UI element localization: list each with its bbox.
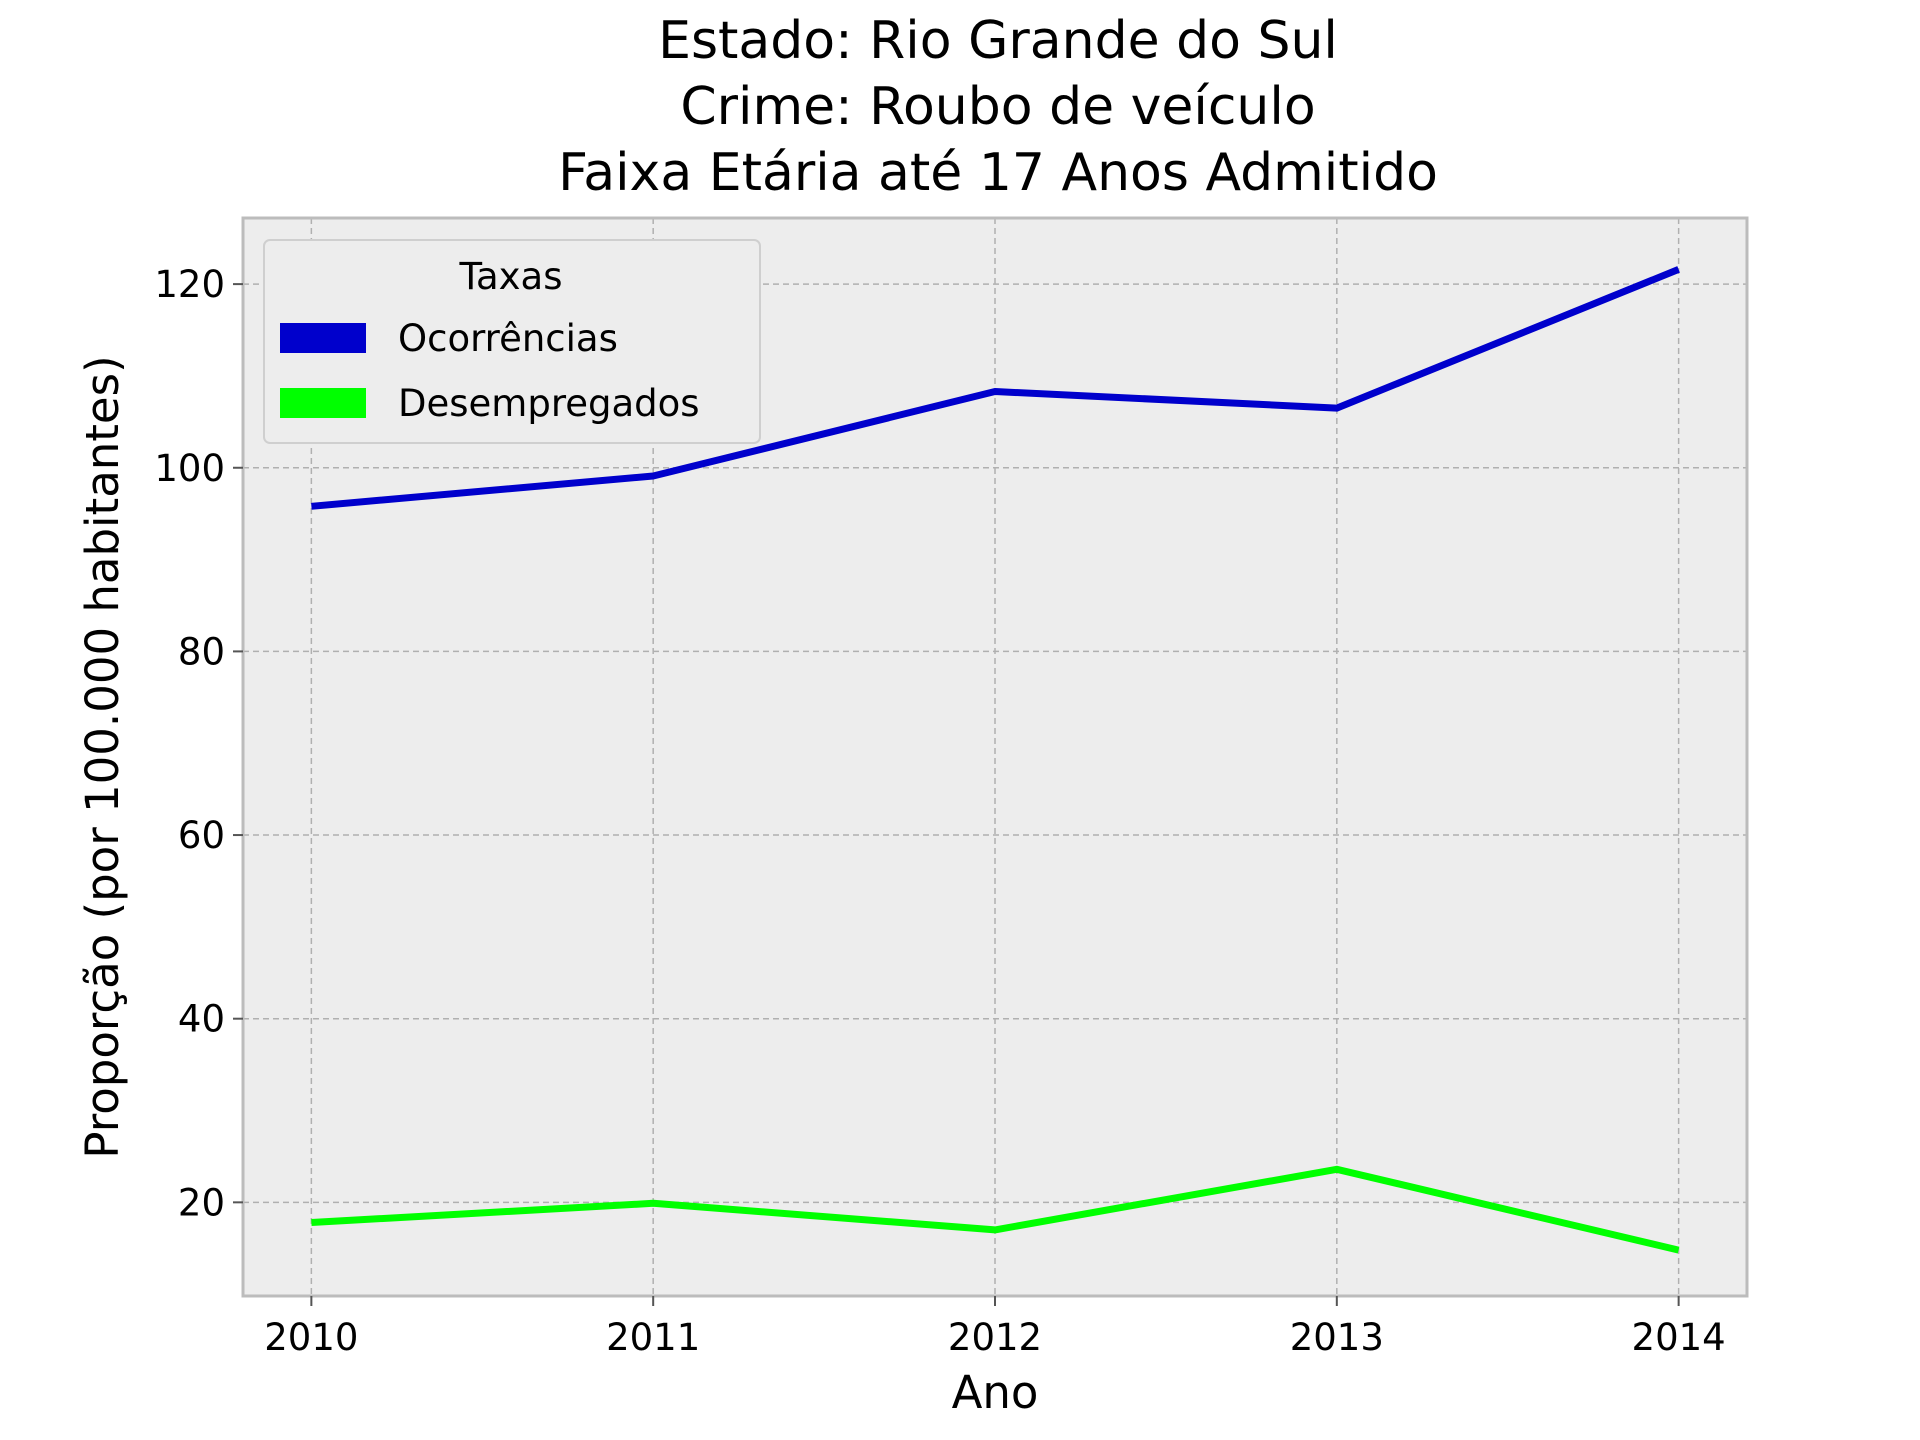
series-layer: [311, 266, 1680, 1254]
y-tick-label: 20: [178, 1181, 225, 1224]
x-tick-label: 2012: [948, 1316, 1042, 1359]
y-tick-label: 60: [178, 814, 225, 857]
legend-title: Taxas: [459, 255, 563, 298]
chart-title: Estado: Rio Grande do Sul Crime: Roubo d…: [558, 11, 1438, 203]
y-axis-label: Proporção (por 100.000 habitantes): [76, 355, 129, 1158]
y-tick-label: 120: [154, 263, 225, 306]
legend-box: [263, 239, 761, 444]
x-tick-label: 2011: [606, 1316, 700, 1359]
grid-lines: [243, 218, 1747, 1296]
title-line-2: Crime: Roubo de veículo: [680, 77, 1315, 137]
y-tick-label: 80: [178, 630, 225, 673]
y-tick-label: 40: [178, 998, 225, 1041]
legend-swatch-desempregados: [280, 388, 366, 418]
legend-label-desempregados: Desempregados: [398, 382, 700, 425]
legend: Taxas Ocorrências Desempregados: [263, 239, 761, 444]
legend-swatch-ocorrencias: [280, 323, 366, 353]
axis-ticks: 2010 2011 2012 2013 2014 20 40 60 80 100 120: [154, 263, 1725, 1359]
series-line-desempregados: [311, 1165, 1680, 1254]
title-line-3: Faixa Etária até 17 Anos Admitido: [558, 143, 1438, 203]
x-tick-label: 2013: [1290, 1316, 1384, 1359]
y-tick-label: 100: [154, 447, 225, 490]
x-tick-label: 2010: [264, 1316, 358, 1359]
title-line-1: Estado: Rio Grande do Sul: [658, 11, 1338, 71]
series-line-ocorrencias: [311, 266, 1680, 510]
legend-label-ocorrencias: Ocorrências: [398, 317, 618, 360]
x-axis-label: Ano: [952, 1366, 1039, 1419]
x-tick-label: 2014: [1632, 1316, 1726, 1359]
